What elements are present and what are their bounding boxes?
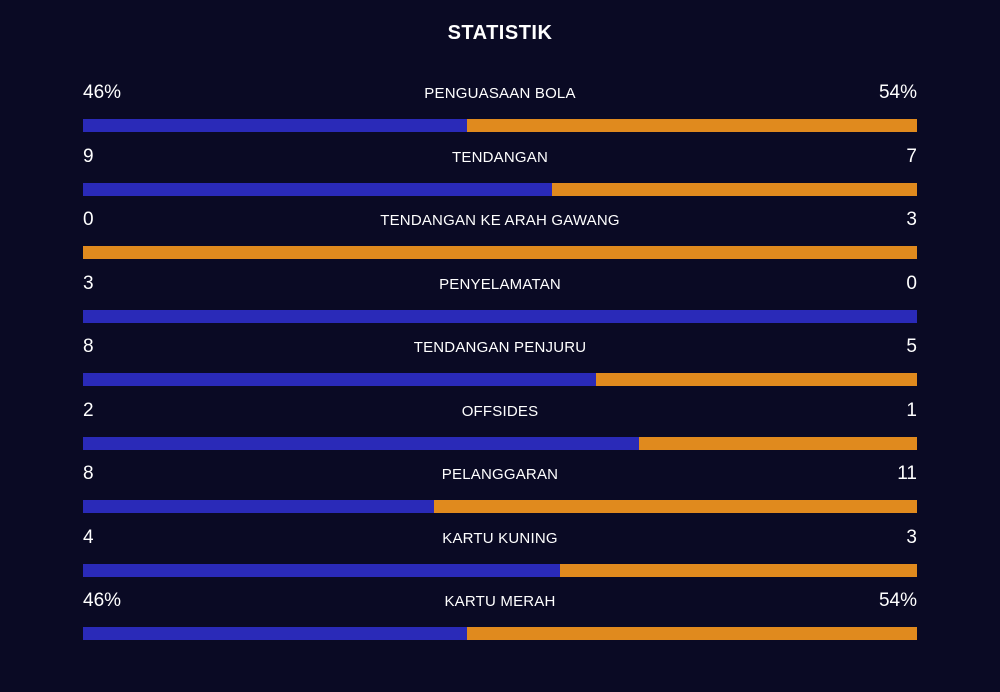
home-bar-segment [83,627,467,640]
away-bar-segment [434,500,917,513]
away-value: 54% [878,590,917,611]
stat-header: 8 TENDANGAN PENJURU 5 [83,334,917,362]
stat-row-penyelamatan: 3 PENYELAMATAN 0 [83,271,917,335]
stat-row-kartu-merah: 46% KARTU MERAH 54% [83,588,917,652]
away-bar-segment [638,436,917,450]
away-bar-segment [596,373,917,386]
away-bar-segment [466,627,917,640]
stat-header: 0 TENDANGAN KE ARAH GAWANG 3 [83,207,917,235]
stat-label: PENYELAMATAN [439,275,561,293]
home-value: 2 [83,399,94,421]
away-value: 5 [906,336,917,357]
home-bar-segment [83,182,553,196]
stat-label: TENDANGAN [452,148,548,166]
comparison-bar [83,309,917,323]
comparison-bar [83,436,917,450]
home-value: 4 [83,526,94,548]
away-value: 11 [897,463,917,484]
away-bar-segment [466,119,917,132]
home-value: 0 [83,209,94,230]
stat-header: 3 PENYELAMATAN 0 [83,271,917,299]
home-value: 9 [83,145,94,167]
stat-header: 46% PENGUASAAN BOLA 54% [83,80,917,108]
stat-row-tendangan-ke-arah-gawang: 0 TENDANGAN KE ARAH GAWANG 3 [83,207,917,271]
away-value: 54% [878,82,917,103]
comparison-bar [83,627,917,640]
home-value: 46% [83,82,122,103]
stat-label: PENGUASAAN BOLA [424,85,576,102]
stat-row-tendangan: 9 TENDANGAN 7 [83,144,917,208]
stat-row-offsides: 2 OFFSIDES 1 [83,398,917,462]
home-bar-segment [83,119,467,132]
home-value: 3 [83,272,94,294]
comparison-bar [83,500,917,513]
stat-row-pelanggaran: 8 PELANGGARAN 11 [83,461,917,525]
stats-list: 46% PENGUASAAN BOLA 54% 9 TENDANGAN 7 0 TENDANG… [83,80,917,652]
away-bar-segment [559,563,917,577]
comparison-bar [83,373,917,386]
away-value: 0 [906,272,917,294]
stat-header: 4 KARTU KUNING 3 [83,525,917,553]
away-value: 1 [906,399,917,421]
comparison-bar [83,182,917,196]
stat-label: OFFSIDES [461,402,539,420]
stat-row-tendangan-penjuru: 8 TENDANGAN PENJURU 5 [83,334,917,398]
home-bar-segment [83,373,597,386]
home-bar-segment [83,436,639,450]
home-value: 8 [83,463,94,484]
stat-row-penguasaan-bola: 46% PENGUASAAN BOLA 54% [83,80,917,144]
home-value: 8 [83,336,94,357]
away-bar-segment [552,182,917,196]
comparison-bar [83,563,917,577]
home-bar-segment [83,309,917,323]
stat-header: 8 PELANGGARAN 11 [83,461,917,489]
stat-label: KARTU MERAH [444,593,556,610]
stat-header: 2 OFFSIDES 1 [83,398,917,426]
comparison-bar [83,246,917,259]
stat-row-kartu-kuning: 4 KARTU KUNING 3 [83,525,917,589]
stat-header: 9 TENDANGAN 7 [83,144,917,172]
home-bar-segment [83,563,560,577]
chart-title: STATISTIK [447,22,553,44]
away-value: 3 [906,526,917,548]
stat-label: PELANGGARAN [441,466,559,483]
away-bar-segment [83,246,917,259]
away-value: 7 [906,145,917,167]
stat-label: KARTU KUNING [442,529,558,547]
home-value: 46% [83,590,122,611]
home-bar-segment [83,500,435,513]
stat-label: TENDANGAN KE ARAH GAWANG [380,212,620,229]
stat-header: 46% KARTU MERAH 54% [83,588,917,616]
comparison-bar [83,119,917,132]
away-value: 3 [906,209,917,230]
stat-label: TENDANGAN PENJURU [413,339,587,356]
